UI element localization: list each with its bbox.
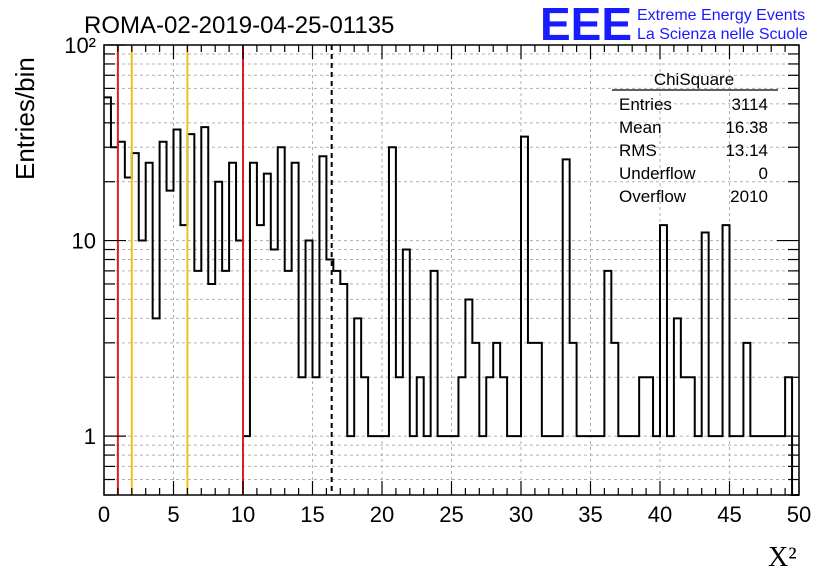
stat-label-underflow: Underflow xyxy=(619,164,696,183)
histogram-bins xyxy=(104,96,799,496)
stat-label-entries: Entries xyxy=(619,95,672,114)
project-name: Extreme Energy Events xyxy=(637,7,805,24)
stat-label-mean: Mean xyxy=(619,118,662,137)
x-tick-label: 30 xyxy=(509,502,533,527)
y-tick-label: 1 xyxy=(84,424,96,449)
stats-title: ChiSquare xyxy=(654,70,734,89)
x-tick-label: 0 xyxy=(98,502,110,527)
x-tick-label: 40 xyxy=(648,502,672,527)
histogram-outline xyxy=(104,96,799,496)
x-tick-label: 35 xyxy=(578,502,602,527)
run-title: ROMA-02-2019-04-25-01135 xyxy=(84,12,394,39)
project-subtitle: La Scienza nelle Scuole xyxy=(637,26,808,43)
stat-value-rms: 13.14 xyxy=(725,141,768,160)
x-axis-label: X² xyxy=(768,542,797,572)
stat-value-entries: 3114 xyxy=(731,95,768,114)
x-tick-label: 50 xyxy=(787,502,811,527)
eee-logo: EEE xyxy=(540,0,632,50)
stat-label-rms: RMS xyxy=(619,141,657,160)
stat-value-overflow: 2010 xyxy=(730,187,768,206)
x-tick-label: 25 xyxy=(439,502,463,527)
stat-value-mean: 16.38 xyxy=(725,118,768,137)
y-tick-label: 10² xyxy=(64,33,96,58)
marker-lines xyxy=(116,45,333,495)
y-tick-label: 10 xyxy=(72,229,96,254)
stats-box: ChiSquare Entries 3114 Mean 16.38 RMS 13… xyxy=(612,70,778,206)
x-tick-label: 10 xyxy=(231,502,255,527)
y-axis-label: Entries/bin xyxy=(10,57,40,180)
tick-labels: 0 5 10 15 20 25 30 35 40 45 50 1 10 10² xyxy=(64,33,811,527)
x-tick-label: 15 xyxy=(300,502,324,527)
x-tick-label: 5 xyxy=(167,502,179,527)
x-tick-label: 20 xyxy=(370,502,394,527)
stat-value-underflow: 0 xyxy=(759,164,768,183)
stat-label-overflow: Overflow xyxy=(619,187,687,206)
axis-ticks xyxy=(103,44,800,496)
x-tick-label: 45 xyxy=(717,502,741,527)
